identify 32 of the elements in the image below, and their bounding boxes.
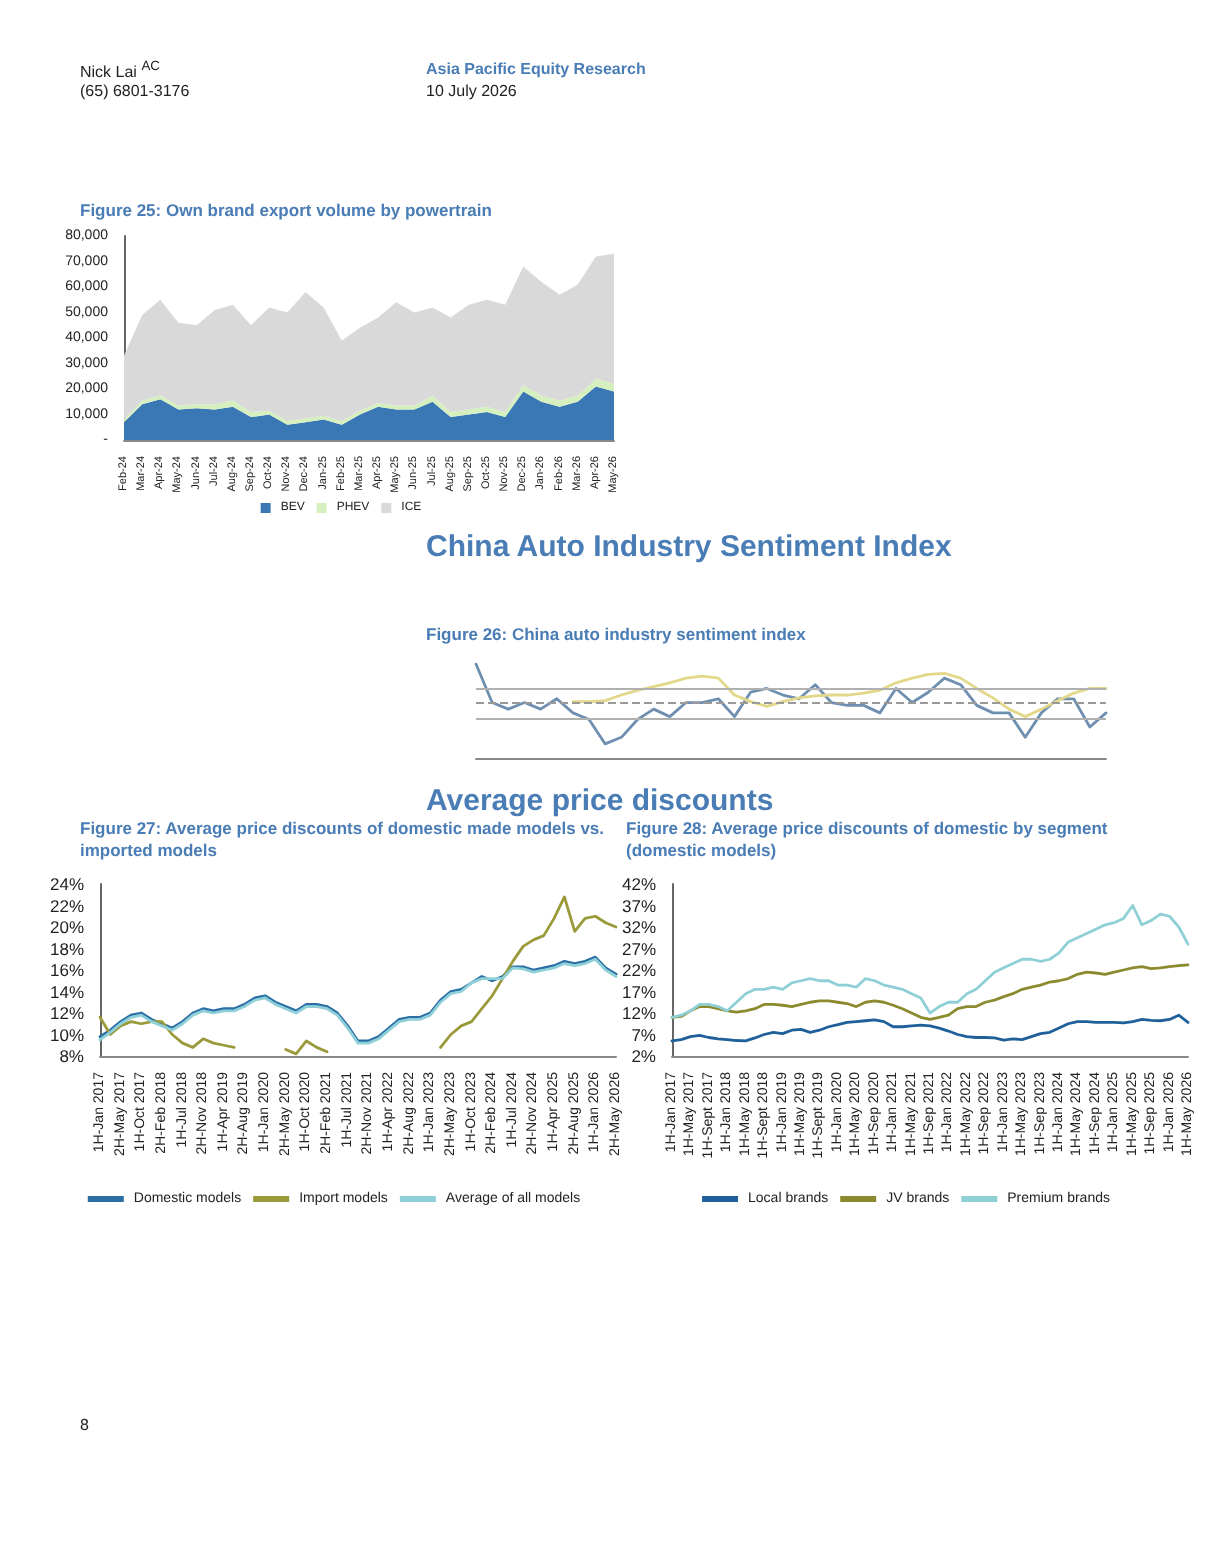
y-tick-label: 22%	[621, 960, 657, 980]
y-tick-label: 32%	[621, 917, 657, 937]
text: 10 July 2026	[426, 82, 517, 102]
y-tick-label: 16%	[49, 960, 85, 980]
chart-title: Figure 26: China auto industry sentiment index	[426, 624, 808, 646]
y-tick-label: 17%	[621, 981, 657, 1002]
chart-title: Figure 25: Own brand export volume by powertrain	[80, 200, 494, 222]
text: Average price discounts	[426, 784, 774, 820]
y-tick-label: 42%	[621, 874, 657, 894]
text: China Auto Industry Sentiment Index	[426, 530, 952, 566]
y-tick-label: 12%	[621, 1003, 657, 1023]
y-tick-label: 7%	[631, 1024, 657, 1045]
line-series	[670, 1013, 1190, 1043]
line-series	[670, 904, 1190, 1019]
y-tick-label: 18%	[49, 938, 85, 959]
y-tick-label: 10%	[49, 1024, 85, 1045]
y-tick-label: 12%	[49, 1003, 85, 1023]
chart-title: Figure 27: Average price discounts of domestic made models vs. imported models	[80, 818, 607, 862]
chart-title: Figure 28: Average price discounts of domestic by segment (domestic models)	[626, 818, 1110, 862]
y-tick-label: 8%	[59, 1046, 85, 1066]
text: (65) 6801-3176	[80, 82, 190, 102]
line-series	[670, 963, 1190, 1021]
y-tick-label: 22%	[49, 895, 85, 916]
text: Nick Lai $^{AC}$	[80, 60, 160, 83]
y-tick-label: 2%	[631, 1046, 657, 1066]
text: 8	[80, 1416, 89, 1436]
y-tick-label: 24%	[49, 874, 85, 894]
y-tick-label: 37%	[621, 895, 657, 916]
text: Asia Pacific Equity Research	[426, 60, 646, 80]
y-tick-label: 27%	[621, 938, 657, 959]
y-tick-label: 14%	[49, 981, 85, 1002]
y-tick-label: 20%	[49, 917, 85, 937]
